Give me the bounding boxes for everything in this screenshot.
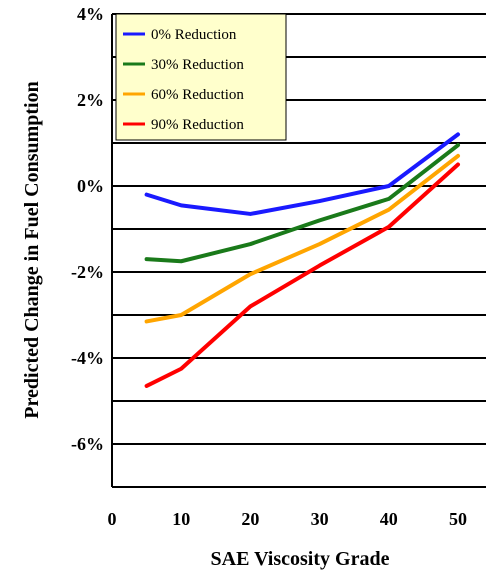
legend: 0% Reduction 30% Reduction 60% Reduction 90… (115, 13, 287, 141)
series-line (144, 162, 460, 388)
legend-entry: 60% Reduction (151, 87, 244, 103)
y-tick-label: -4% (71, 348, 104, 368)
axes (111, 14, 486, 488)
x-tick-label: 10 (172, 509, 190, 529)
x-tick-labels: 0 10 20 30 40 50 (108, 509, 468, 529)
x-axis-title: SAE Viscosity Grade (211, 548, 390, 570)
legend-entry: 0% Reduction (151, 27, 237, 43)
x-tick-label: 30 (311, 509, 329, 529)
series-line (144, 153, 460, 324)
y-tick-label: 4% (77, 4, 104, 24)
x-tick-label: 20 (241, 509, 259, 529)
series-lines (144, 132, 460, 388)
x-tick-label: 0 (108, 509, 117, 529)
x-tick-label: 50 (449, 509, 467, 529)
series-line (144, 143, 460, 264)
series-line (144, 132, 460, 216)
y-tick-label: -6% (71, 434, 104, 454)
legend-entry: 90% Reduction (151, 117, 244, 133)
x-tick-label: 40 (380, 509, 398, 529)
legend-entry: 30% Reduction (151, 57, 244, 73)
y-axis-title: Predicted Change in Fuel Consumption (21, 81, 43, 418)
y-tick-labels: 4% 2% 0% -2% -4% -6% (71, 4, 104, 454)
y-tick-label: 2% (77, 90, 104, 110)
y-tick-label: 0% (77, 176, 104, 196)
y-tick-label: -2% (71, 262, 104, 282)
